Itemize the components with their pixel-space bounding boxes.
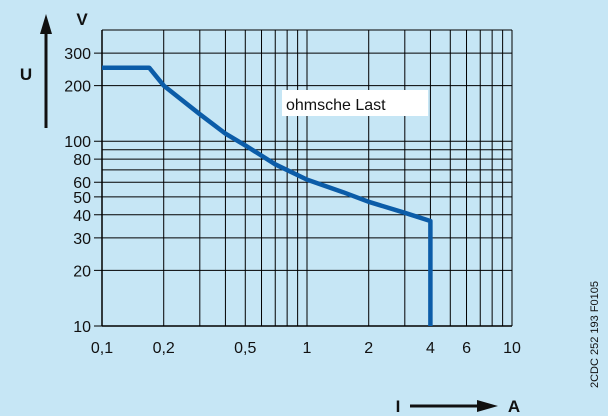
annotation-ohmsche-last: ohmsche Last [286, 97, 386, 114]
y-axis-label: U [20, 65, 32, 84]
y-axis-arrowhead [40, 14, 52, 34]
y-tick-label: 40 [73, 208, 91, 225]
y-axis-unit: V [76, 10, 88, 29]
x-tick-label: 0,2 [153, 340, 175, 357]
y-tick-label: 80 [73, 152, 91, 169]
x-axis-label: I [396, 397, 401, 416]
x-tick-label: 1 [303, 340, 312, 357]
x-tick-label: 4 [426, 340, 435, 357]
y-tick-label: 200 [64, 79, 91, 96]
y-tick-label: 30 [73, 231, 91, 248]
series-line [102, 65, 433, 326]
figure-code: 2CDC 252 193 F0105 [589, 281, 601, 388]
y-tick-label: 60 [73, 175, 91, 192]
y-tick-label: 300 [64, 46, 91, 63]
x-tick-label: 6 [462, 340, 471, 357]
y-tick-label: 100 [64, 134, 91, 151]
x-tick-label: 0,1 [91, 340, 113, 357]
annotation-box [282, 90, 428, 116]
y-tick-label: 50 [73, 190, 91, 207]
x-tick-label: 2 [364, 340, 373, 357]
x-axis-arrowhead [477, 400, 498, 412]
y-tick-label: 10 [73, 319, 91, 336]
x-tick-label: 10 [503, 340, 521, 357]
y-tick-label: 20 [73, 263, 91, 280]
series-curves [102, 65, 433, 326]
x-tick-label: 0,5 [234, 340, 256, 357]
x-axis-unit: A [508, 397, 520, 416]
